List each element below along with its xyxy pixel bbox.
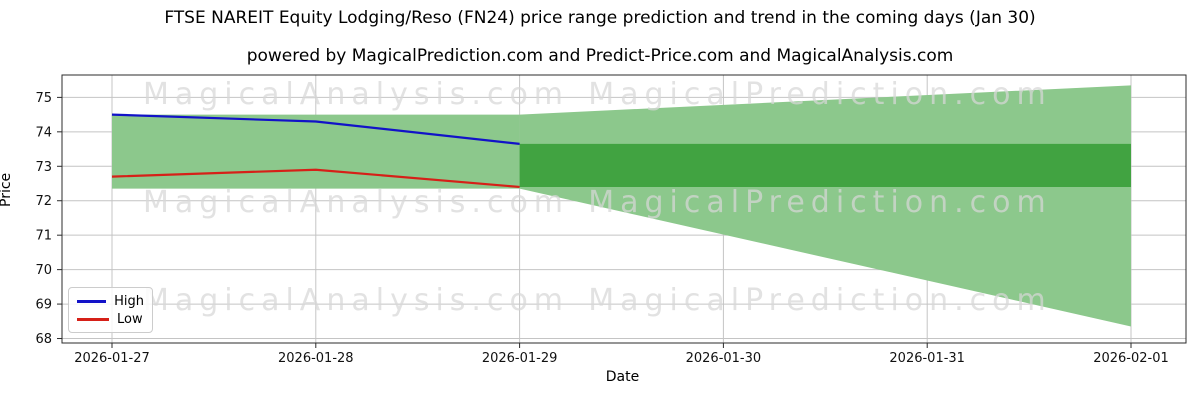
y-tick-label: 71 <box>35 229 52 244</box>
chart-subtitle: powered by MagicalPrediction.com and Pre… <box>246 46 954 66</box>
y-tick-label: 72 <box>35 194 52 209</box>
watermark-prediction: MagicalPrediction.com <box>588 185 1052 220</box>
historical-range <box>112 114 520 189</box>
x-tick-label: 2026-02-01 <box>1093 351 1169 366</box>
watermark-analysis: MagicalAnalysis.com <box>143 185 569 220</box>
plot-border <box>61 74 1187 344</box>
y-tick-label: 68 <box>35 332 52 347</box>
legend-item-low: Low <box>77 313 144 326</box>
legend-label-high: High <box>114 293 144 309</box>
y-tick-label: 75 <box>35 91 52 106</box>
low-line <box>111 168 520 189</box>
watermark-analysis: MagicalAnalysis.com <box>143 77 569 112</box>
y-tick-label: 74 <box>35 125 52 140</box>
x-tick-label: 2026-01-29 <box>482 351 558 366</box>
x-axis-label: Date <box>605 369 640 385</box>
x-tick-label: 2026-01-30 <box>686 351 762 366</box>
x-tick-label: 2026-01-27 <box>74 351 150 366</box>
watermark-prediction: MagicalPrediction.com <box>588 77 1052 112</box>
legend-label-low: Low <box>117 311 143 327</box>
high-line-swatch <box>77 299 107 303</box>
y-axis-label: Price <box>0 172 14 207</box>
watermark-prediction: MagicalPrediction.com <box>588 283 1052 318</box>
x-tick-label: 2026-01-28 <box>278 351 354 366</box>
legend-item-high: High <box>77 295 144 308</box>
y-tick-label: 69 <box>35 298 52 313</box>
high-line <box>111 113 520 145</box>
y-tick-label: 73 <box>35 160 52 175</box>
legend: High Low <box>68 287 153 333</box>
low-line-swatch <box>77 317 109 321</box>
chart-title: FTSE NAREIT Equity Lodging/Reso (FN24) p… <box>164 8 1036 28</box>
watermark-analysis: MagicalAnalysis.com <box>143 283 569 318</box>
y-tick-label: 70 <box>35 263 52 278</box>
forecast-core-band <box>519 143 1131 187</box>
x-tick-label: 2026-01-31 <box>889 351 965 366</box>
